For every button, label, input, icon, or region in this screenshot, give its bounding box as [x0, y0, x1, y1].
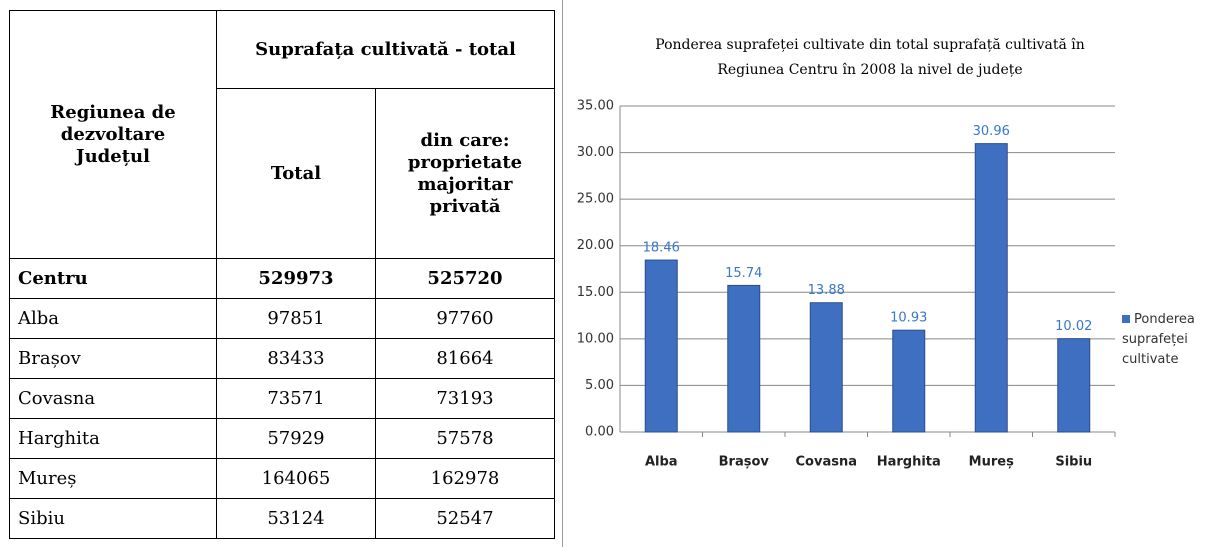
chart-title: Regiunea Centru în 2008 la nivel de jude…	[717, 62, 1022, 78]
table-cell: 525720	[375, 258, 555, 299]
header-text: proprietate	[407, 151, 523, 173]
legend: Ponderea suprafeței cultivate	[1122, 310, 1212, 370]
x-tick-label: Alba	[645, 455, 678, 470]
table-cell: Alba	[9, 298, 217, 339]
table-cell: 97851	[216, 298, 376, 339]
table-row: Mureș 164065 162978	[9, 458, 555, 499]
y-tick-label: 15.00	[577, 285, 614, 300]
header-cell: Total	[216, 88, 376, 259]
table-cell: Brașov	[9, 338, 217, 379]
table-row: Centru 529973 525720	[9, 258, 555, 299]
table-row: Harghita 57929 57578	[9, 418, 555, 459]
bar	[809, 302, 843, 433]
table-cell: 53124	[216, 498, 376, 539]
table-cell: 73571	[216, 378, 376, 419]
data-label: 15.74	[725, 266, 762, 281]
table-cell: Mureș	[9, 458, 217, 499]
x-tick-label: Mureș	[969, 455, 1014, 470]
legend-label: Ponderea suprafeței cultivate	[1122, 312, 1195, 367]
bar	[644, 259, 678, 433]
header-cell: din care: proprietate majoritar privată	[375, 88, 555, 259]
table-row: Alba 97851 97760	[9, 298, 555, 339]
bar	[974, 143, 1008, 433]
table-cell: 73193	[375, 378, 555, 419]
table-cell: 57929	[216, 418, 376, 459]
separator	[562, 0, 563, 547]
y-tick-label: 0.00	[585, 425, 614, 440]
table-cell: Harghita	[9, 418, 217, 459]
table-row: Covasna 73571 73193	[9, 378, 555, 419]
header-cell: Regiunea de dezvoltare Județul	[9, 10, 217, 259]
table-cell: 81664	[375, 338, 555, 379]
y-tick-label: 20.00	[577, 238, 614, 253]
bar	[892, 329, 926, 433]
bar	[727, 284, 761, 433]
data-table: Regiunea de dezvoltare Județul Suprafața c…	[9, 10, 555, 539]
x-tick-label: Harghita	[877, 455, 941, 470]
table-cell: 529973	[216, 258, 376, 299]
table-cell: 97760	[375, 298, 555, 339]
y-tick-label: 35.00	[577, 99, 614, 114]
header-text: dezvoltare	[60, 123, 166, 145]
data-label: 30.96	[973, 124, 1010, 139]
table-cell: 164065	[216, 458, 376, 499]
table-cell: Centru	[9, 258, 217, 299]
table-cell: Covasna	[9, 378, 217, 419]
table-cell: Sibiu	[9, 498, 217, 539]
x-tick-label: Brașov	[719, 455, 770, 470]
chart: Ponderea suprafeței cultivate din total …	[577, 37, 1116, 470]
x-tick-label: Sibiu	[1055, 455, 1092, 470]
y-tick-label: 30.00	[577, 145, 614, 160]
table-row: Brașov 83433 81664	[9, 338, 555, 379]
header-text: Regiunea de	[50, 101, 176, 123]
data-label: 18.46	[643, 241, 680, 256]
table-cell: 83433	[216, 338, 376, 379]
x-tick-label: Covasna	[796, 455, 857, 470]
header-text: din care:	[420, 129, 510, 151]
y-tick-label: 10.00	[577, 331, 614, 346]
data-label: 10.93	[890, 311, 927, 326]
data-label: 13.88	[808, 283, 845, 298]
y-tick-label: 25.00	[577, 192, 614, 207]
header-text: privată	[429, 195, 501, 217]
chart-title: Ponderea suprafeței cultivate din total …	[655, 37, 1085, 53]
table-cell: 162978	[375, 458, 555, 499]
header-text: Județul	[76, 145, 150, 167]
bar	[1057, 338, 1091, 433]
table-row: Sibiu 53124 52547	[9, 498, 555, 539]
data-label: 10.02	[1055, 319, 1092, 334]
header-text: majoritar	[417, 173, 513, 195]
y-tick-label: 5.00	[585, 378, 614, 393]
legend-key	[1122, 315, 1130, 323]
header-cell: Suprafața cultivată - total	[216, 10, 555, 89]
table-cell: 52547	[375, 498, 555, 539]
table-cell: 57578	[375, 418, 555, 459]
